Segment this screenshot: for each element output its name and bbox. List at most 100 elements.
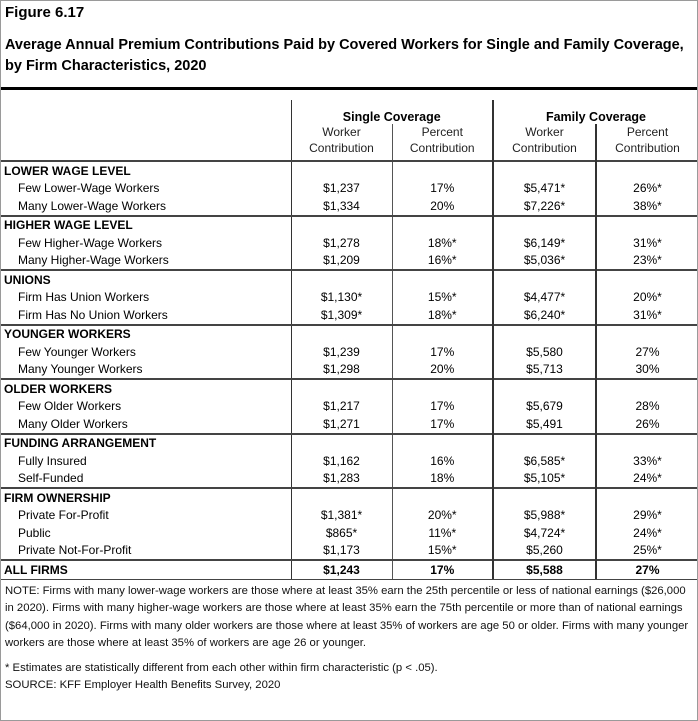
row-label: Many Lower-Wage Workers	[18, 198, 167, 213]
row-label: Many Older Workers	[18, 416, 128, 431]
row-label: Few Younger Workers	[18, 344, 136, 359]
table-row: Many Higher-Wage Workers $1,209 16%* $5,036…	[0, 251, 698, 270]
family-pct-cell: 28%	[595, 397, 698, 415]
family-pct-cell: 38%*	[595, 197, 698, 216]
single-pct-cell: 17%	[391, 397, 493, 415]
family-pct-cell: 20%*	[595, 288, 698, 306]
row-label: Many Younger Workers	[18, 362, 143, 377]
single-percent-contribution-header: Percent Contribution	[391, 124, 493, 161]
empty-cell	[290, 378, 392, 398]
family-worker-cell: $5,988*	[492, 506, 596, 524]
table-row: Public $865* 11%* $4,724* 24%*	[0, 524, 698, 542]
family-worker-cell: $6,240*	[492, 306, 596, 325]
figure-title: Average Annual Premium Contributions Pai…	[5, 37, 684, 74]
row-label: ALL FIRMS	[0, 559, 291, 579]
table-row: Few Older Workers $1,217 17% $5,679 28%	[0, 397, 698, 415]
section-header-row: HIGHER WAGE LEVEL	[0, 214, 698, 234]
table-row: Fully Insured $1,162 16% $6,585* 33%*	[0, 452, 698, 470]
empty-cell	[290, 160, 392, 180]
family-coverage-header: Family Coverage	[492, 100, 698, 124]
row-label: Private Not-For-Profit	[18, 543, 132, 558]
section-header-row: LOWER WAGE LEVEL	[0, 160, 698, 180]
empty-cell	[290, 214, 392, 234]
single-pct-cell: 20%	[391, 360, 493, 379]
section-header-row: YOUNGER WORKERS	[0, 323, 698, 343]
single-pct-cell: 15%*	[391, 288, 493, 306]
row-label: Firm Has No Union Workers	[18, 307, 168, 322]
family-pct-cell: 29%*	[595, 506, 698, 524]
row-label: Few Older Workers	[18, 399, 122, 414]
single-worker-cell: $1,130*	[290, 288, 392, 306]
empty-cell	[391, 323, 493, 343]
family-worker-cell: $5,713	[492, 360, 596, 379]
single-worker-cell: $1,162	[290, 452, 392, 470]
family-pct-cell: 30%	[595, 360, 698, 379]
family-pct-cell: 31%*	[595, 306, 698, 325]
single-pct-cell: 11%*	[391, 524, 493, 542]
single-coverage-header: Single Coverage	[290, 100, 493, 124]
figure-header: Figure 6.17 Average Annual Premium Contr…	[0, 0, 698, 87]
family-worker-cell: $5,580	[492, 343, 596, 361]
empty-cell	[595, 432, 698, 452]
single-worker-cell: $1,243	[290, 559, 392, 579]
family-worker-cell: $5,588	[492, 559, 596, 579]
empty-cell	[492, 214, 596, 234]
table-row: Firm Has Union Workers $1,130* 15%* $4,477*…	[0, 288, 698, 306]
single-pct-cell: 16%*	[391, 251, 493, 270]
single-worker-contribution-header: Worker Contribution	[290, 124, 392, 161]
family-worker-cell: $6,149*	[492, 234, 596, 252]
empty-cell	[492, 487, 596, 507]
family-worker-cell: $5,260	[492, 541, 596, 560]
single-pct-cell: 17%	[391, 559, 493, 579]
empty-cell	[391, 269, 493, 289]
section-title: YOUNGER WORKERS	[0, 323, 291, 343]
family-pct-cell: 26%	[595, 415, 698, 434]
row-label: Public	[18, 525, 51, 540]
single-worker-cell: $1,271	[290, 415, 392, 434]
table-row: Many Older Workers $1,271 17% $5,491 26%	[0, 415, 698, 434]
single-pct-cell: 18%	[391, 469, 493, 488]
empty-cell	[492, 378, 596, 398]
family-pct-cell: 23%*	[595, 251, 698, 270]
empty-cell	[290, 487, 392, 507]
section-title: LOWER WAGE LEVEL	[0, 160, 291, 180]
family-pct-cell: 31%*	[595, 234, 698, 252]
empty-cell	[391, 432, 493, 452]
single-pct-cell: 16%	[391, 452, 493, 470]
family-worker-cell: $5,491	[492, 415, 596, 434]
family-pct-cell: 24%*	[595, 469, 698, 488]
row-label: Many Higher-Wage Workers	[18, 253, 169, 268]
single-pct-cell: 20%*	[391, 506, 493, 524]
family-worker-cell: $7,226*	[492, 197, 596, 216]
family-pct-cell: 25%*	[595, 541, 698, 560]
table-row: Few Higher-Wage Workers $1,278 18%* $6,149*…	[0, 234, 698, 252]
table-row: Few Younger Workers $1,239 17% $5,580 27%	[0, 343, 698, 361]
family-pct-cell: 33%*	[595, 452, 698, 470]
row-label: Self-Funded	[18, 471, 84, 486]
row-label: Fully Insured	[18, 453, 87, 468]
single-pct-cell: 17%	[391, 415, 493, 434]
table-row: Private Not-For-Profit $1,173 15%* $5,260 25…	[0, 541, 698, 560]
empty-cell	[595, 269, 698, 289]
figure-label: Figure 6.17	[5, 4, 85, 21]
single-worker-cell: $1,239	[290, 343, 392, 361]
empty-cell	[492, 323, 596, 343]
family-pct-cell: 27%	[595, 559, 698, 579]
section-title: UNIONS	[0, 269, 291, 289]
section-header-row: FIRM OWNERSHIP	[0, 487, 698, 507]
family-worker-cell: $5,471*	[492, 179, 596, 197]
family-percent-contribution-header: Percent Contribution	[595, 124, 698, 161]
empty-cell	[290, 432, 392, 452]
section-title: FUNDING ARRANGEMENT	[0, 432, 291, 452]
single-worker-cell: $1,209	[290, 251, 392, 270]
section-title: FIRM OWNERSHIP	[0, 487, 291, 507]
family-worker-cell: $4,724*	[492, 524, 596, 542]
single-worker-cell: $1,173	[290, 541, 392, 560]
empty-cell	[290, 323, 392, 343]
empty-cell	[391, 487, 493, 507]
family-worker-cell: $5,105*	[492, 469, 596, 488]
row-label: Few Higher-Wage Workers	[18, 235, 163, 250]
table-row: Many Lower-Wage Workers $1,334 20% $7,226* 3…	[0, 197, 698, 216]
single-worker-cell: $1,278	[290, 234, 392, 252]
empty-cell	[595, 160, 698, 180]
